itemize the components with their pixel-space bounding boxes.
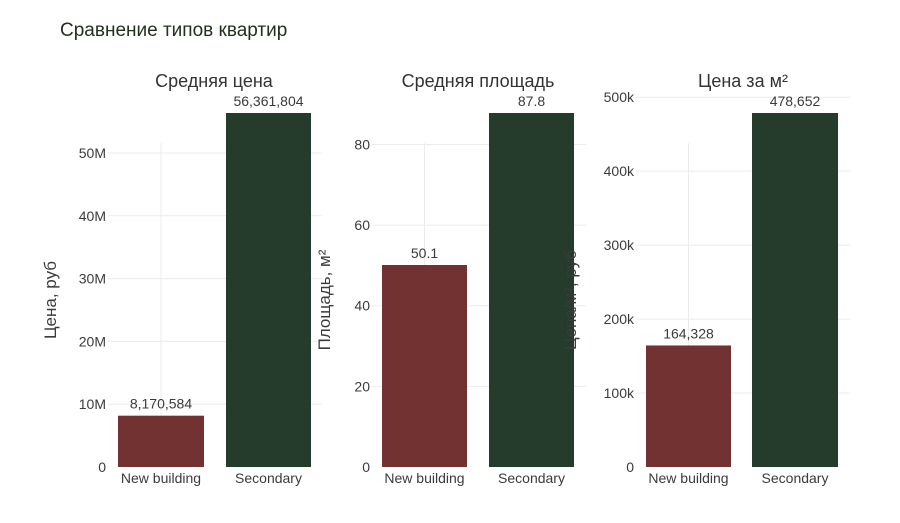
y-axis-label: Цена/м², руб: [561, 250, 580, 350]
y-tick-label: 400k: [604, 163, 635, 179]
y-tick-label: 0: [362, 459, 370, 475]
data-label: 8,170,584: [130, 396, 192, 412]
bar-new-building: [646, 345, 731, 467]
y-axis-label: Площадь, м²: [315, 249, 334, 350]
x-tick-label: New building: [384, 470, 464, 486]
data-label: 50.1: [411, 245, 438, 261]
x-tick-label: New building: [648, 470, 728, 486]
x-tick-label: Secondary: [235, 470, 302, 486]
y-tick-label: 30M: [79, 271, 106, 287]
y-tick-label: 60: [354, 217, 370, 233]
bar-secondary: [226, 113, 311, 467]
x-tick-label: Secondary: [762, 470, 829, 486]
bar-new-building: [382, 265, 467, 467]
subplot-title: Цена за м²: [698, 71, 788, 91]
y-tick-label: 100k: [604, 385, 635, 401]
y-axis-label: Цена, руб: [41, 261, 60, 339]
y-tick-label: 300k: [604, 237, 635, 253]
bar-new-building: [118, 415, 204, 467]
y-tick-label: 0: [98, 459, 106, 475]
y-tick-label: 20M: [79, 333, 106, 349]
y-tick-label: 40: [354, 298, 370, 314]
y-tick-label: 200k: [604, 311, 635, 327]
y-tick-label: 80: [354, 136, 370, 152]
bar-secondary: [489, 113, 574, 467]
y-tick-label: 20: [354, 378, 370, 394]
y-tick-label: 10M: [79, 396, 106, 412]
x-tick-label: Secondary: [498, 470, 565, 486]
subplot-title: Средняя площадь: [402, 71, 555, 91]
data-label: 56,361,804: [233, 93, 303, 109]
data-label: 478,652: [770, 93, 821, 109]
figure-title: Сравнение типов квартир: [60, 20, 287, 41]
y-tick-label: 50M: [79, 145, 106, 161]
x-tick-label: New building: [121, 470, 201, 486]
subplot-title: Средняя цена: [155, 71, 274, 91]
y-tick-label: 40M: [79, 208, 106, 224]
y-tick-label: 500k: [604, 89, 635, 105]
data-label: 87.8: [518, 93, 545, 109]
y-tick-label: 0: [626, 459, 634, 475]
bar-secondary: [752, 113, 838, 467]
data-label: 164,328: [663, 325, 714, 341]
